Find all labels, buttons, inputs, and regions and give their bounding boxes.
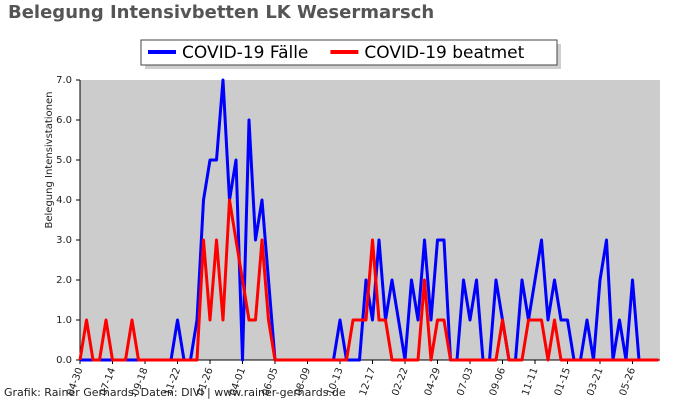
- y-axis-label: Belegung Intensivstationen: [44, 91, 55, 228]
- x-tick-label: 11-11: [520, 366, 540, 397]
- y-tick-label: 6.0: [56, 115, 72, 126]
- legend-label: COVID-19 Fälle: [182, 43, 308, 63]
- plot-area: [80, 80, 660, 360]
- y-tick-label: 1.0: [56, 315, 72, 326]
- legend-label: COVID-19 beatmet: [364, 43, 524, 63]
- y-tick-label: 0.0: [56, 355, 72, 366]
- x-tick-label: 04-29: [423, 366, 443, 397]
- y-tick-label: 7.0: [56, 75, 72, 86]
- x-tick-label: 07-03: [455, 366, 475, 397]
- x-tick-label: 09-06: [488, 366, 508, 397]
- chart-title: Belegung Intensivbetten LK Wesermarsch: [8, 2, 434, 23]
- x-tick-label: 01-15: [553, 366, 573, 397]
- y-tick-label: 3.0: [56, 235, 72, 246]
- y-tick-label: 5.0: [56, 155, 72, 166]
- footer: Grafik: Rainer Gerhards, Daten: DIVI | w…: [4, 386, 346, 399]
- series-line: [78, 198, 659, 362]
- x-tick-label: 05-26: [618, 366, 638, 397]
- y-tick-label: 4.0: [56, 195, 72, 206]
- x-tick-label: 12-17: [358, 366, 378, 397]
- x-tick-label: 02-22: [390, 366, 410, 397]
- x-tick-label: 03-21: [585, 366, 605, 397]
- series-line: [80, 78, 659, 362]
- y-tick-label: 2.0: [56, 275, 72, 286]
